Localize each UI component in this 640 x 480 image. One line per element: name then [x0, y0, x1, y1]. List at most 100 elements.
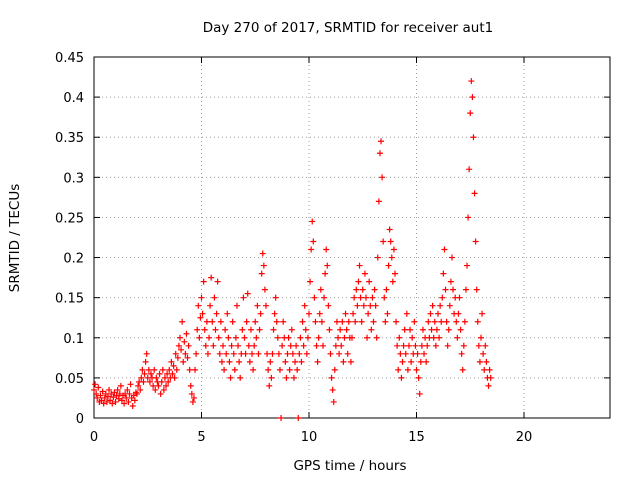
data-point	[104, 393, 111, 400]
data-point	[268, 374, 275, 381]
data-point	[130, 392, 137, 399]
data-point	[431, 318, 438, 325]
data-point	[440, 270, 447, 277]
data-point	[259, 250, 266, 257]
data-point	[210, 342, 217, 349]
data-point	[404, 366, 411, 373]
data-point	[260, 262, 267, 269]
data-point	[138, 374, 145, 381]
data-point	[318, 318, 325, 325]
data-point	[402, 350, 409, 357]
data-point	[442, 286, 449, 293]
data-point	[271, 310, 278, 317]
data-point	[322, 270, 329, 277]
data-point	[251, 342, 258, 349]
data-point	[464, 262, 471, 269]
data-point	[257, 310, 264, 317]
data-point	[385, 262, 392, 269]
data-point	[397, 350, 404, 357]
data-point	[266, 382, 273, 389]
data-point	[153, 374, 160, 381]
data-point	[288, 326, 295, 333]
data-point	[384, 310, 391, 317]
data-point	[116, 390, 123, 397]
data-point	[278, 415, 285, 421]
data-point	[357, 294, 364, 301]
data-point	[93, 390, 100, 397]
data-point	[427, 310, 434, 317]
data-point	[352, 318, 359, 325]
data-point	[165, 378, 172, 385]
data-point	[350, 310, 357, 317]
data-point	[150, 382, 157, 389]
data-point	[394, 342, 401, 349]
data-point	[296, 350, 303, 357]
data-point	[125, 398, 132, 405]
y-tick-label: 0.2	[63, 252, 84, 267]
data-point	[226, 358, 233, 365]
data-point	[374, 254, 381, 261]
data-point	[225, 334, 232, 341]
data-point	[321, 294, 328, 301]
y-axis-label: SRMTID / TECUs	[7, 184, 23, 292]
data-point	[177, 334, 183, 341]
data-point	[482, 342, 489, 349]
data-point	[143, 350, 150, 357]
y-tick-label: 0.25	[55, 211, 84, 226]
data-point	[178, 346, 185, 353]
data-point	[252, 318, 259, 325]
data-point	[487, 374, 494, 381]
data-point	[382, 318, 389, 325]
data-point	[304, 334, 311, 341]
data-point	[472, 238, 479, 245]
data-point	[441, 246, 448, 253]
data-point	[360, 302, 367, 309]
data-point	[378, 138, 385, 145]
data-point	[270, 326, 277, 333]
data-point	[419, 326, 426, 333]
data-point	[390, 246, 397, 253]
data-point	[341, 334, 348, 341]
data-point	[401, 326, 408, 333]
data-point	[319, 342, 326, 349]
data-point	[151, 366, 158, 373]
data-point	[344, 350, 351, 357]
data-point	[349, 334, 355, 341]
data-point	[457, 326, 464, 333]
data-point	[342, 310, 349, 317]
data-point	[483, 358, 490, 365]
data-point	[375, 198, 382, 205]
data-point	[164, 370, 171, 377]
data-point	[240, 294, 247, 301]
data-point	[340, 358, 347, 365]
data-point	[443, 318, 450, 325]
data-point	[366, 278, 373, 285]
data-point	[168, 358, 175, 365]
x-axis-label: GPS time / hours	[293, 458, 406, 474]
data-point	[428, 326, 435, 333]
data-point	[456, 294, 463, 301]
data-point	[327, 350, 334, 357]
data-point	[127, 381, 134, 388]
data-point	[429, 302, 436, 309]
data-point	[302, 326, 309, 333]
data-point	[444, 342, 451, 349]
data-point	[249, 350, 256, 357]
data-point	[237, 374, 244, 381]
data-point	[479, 310, 486, 317]
data-point	[369, 294, 376, 301]
data-point	[367, 302, 374, 309]
data-point	[465, 214, 472, 221]
data-point	[333, 318, 340, 325]
data-point	[411, 318, 418, 325]
data-point	[273, 318, 280, 325]
data-point	[414, 350, 421, 357]
data-point	[386, 226, 393, 233]
data-point	[475, 342, 482, 349]
data-point	[283, 374, 290, 381]
data-point	[362, 294, 369, 301]
data-point	[332, 342, 339, 349]
data-point	[286, 366, 293, 373]
data-point	[98, 397, 105, 404]
chart-title: Day 270 of 2017, SRMTID for receiver aut…	[203, 20, 494, 36]
